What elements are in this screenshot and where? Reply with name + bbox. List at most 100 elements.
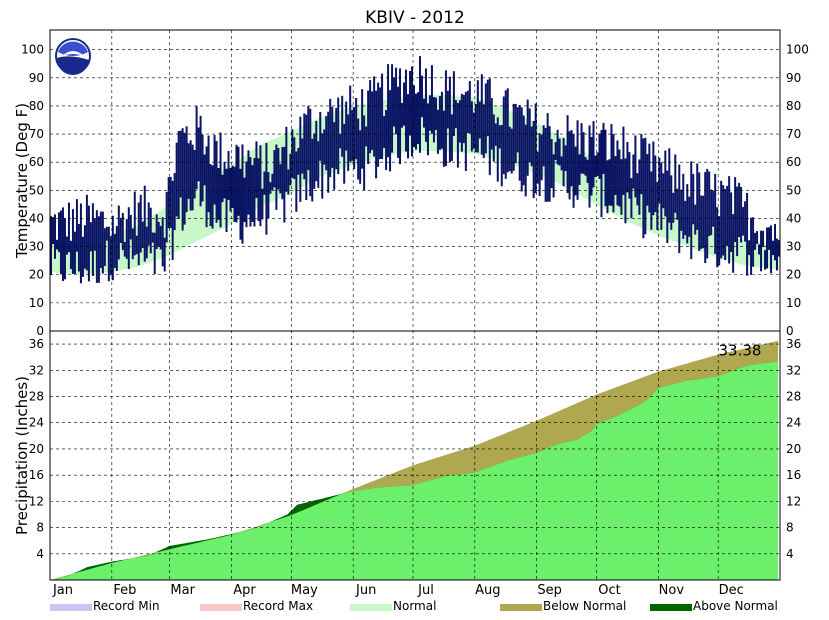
temperature-range-bar: [163, 237, 166, 272]
temperature-range-bar: [81, 236, 84, 277]
temperature-range-bar: [293, 137, 296, 180]
legend-label: Normal: [393, 599, 436, 613]
temperature-range-bar: [588, 125, 591, 208]
temp-tick-label-left: 90: [29, 71, 44, 85]
temperature-range-bar: [99, 211, 102, 268]
temperature-range-bar: [418, 56, 421, 153]
temperature-range-bar: [85, 194, 88, 271]
temperature-range-bar: [618, 149, 621, 207]
temperature-range-bar: [722, 185, 725, 256]
temperature-range-bar: [69, 240, 72, 270]
temperature-range-bar: [692, 174, 695, 225]
precip-tick-label-left: 16: [29, 468, 44, 482]
temperature-range-bar: [698, 172, 701, 251]
temperature-range-bar: [436, 109, 439, 154]
temperature-range-bar: [167, 177, 170, 229]
temperature-range-bar: [381, 73, 384, 159]
temperature-range-bar: [734, 177, 737, 243]
month-label: Jul: [417, 583, 434, 598]
temperature-range-bar: [652, 141, 655, 216]
chart-title: KBIV - 2012: [365, 8, 465, 28]
temperature-range-bar: [61, 207, 64, 281]
temperature-range-bar: [594, 155, 597, 178]
temperature-range-bar: [281, 147, 284, 200]
temperature-range-bar: [464, 91, 467, 171]
temperature-range-bar: [674, 154, 677, 213]
precip-tick-label-right: 32: [786, 363, 801, 377]
temperature-range-bar: [600, 130, 603, 218]
temperature-range-bar: [432, 97, 435, 143]
temperature-range-bar: [349, 85, 352, 162]
temperature-range-bar: [760, 230, 763, 272]
temperature-range-bar: [670, 175, 673, 230]
logo-bird: [62, 51, 84, 56]
precip-tick-label-right: 4: [786, 547, 794, 561]
temperature-range-bar: [554, 142, 557, 161]
temperature-range-bar: [251, 165, 254, 222]
temperature-range-bar: [590, 136, 593, 196]
temperature-range-bar: [223, 161, 226, 199]
temperature-range-bar: [387, 64, 390, 158]
precip-tick-label-right: 20: [786, 442, 801, 456]
temperature-range-bar: [133, 191, 136, 256]
temperature-range-bar: [329, 98, 332, 178]
temperature-range-bar: [540, 134, 543, 181]
temperature-range-bar: [434, 97, 437, 131]
temperature-range-bar: [299, 116, 302, 202]
temperature-range-bar: [77, 224, 80, 272]
temperature-range-bar: [770, 225, 773, 274]
temperature-range-bar: [201, 134, 204, 202]
month-label: Apr: [233, 583, 256, 598]
temperature-range-bar: [630, 178, 633, 219]
temperature-range-bar: [339, 134, 342, 149]
temperature-range-bar: [610, 124, 613, 206]
temperature-range-bar: [514, 103, 517, 164]
temperature-range-bar: [716, 207, 719, 268]
temperature-range-bar: [153, 232, 156, 274]
temperature-range-bar: [746, 193, 749, 276]
temperature-range-bar: [217, 168, 220, 220]
temperature-range-bar: [369, 80, 372, 154]
temp-tick-label-right: 90: [786, 71, 801, 85]
temperature-range-bar: [289, 153, 292, 186]
temperature-range-bar: [309, 108, 312, 197]
temperature-range-bar: [235, 144, 238, 223]
temperature-range-bar: [664, 150, 667, 217]
temperature-range-bar: [401, 103, 404, 128]
temperature-range-bar: [576, 120, 579, 200]
temperature-range-bar: [710, 189, 713, 236]
temperature-range-bar: [327, 111, 330, 193]
temperature-range-bar: [724, 189, 727, 260]
temperature-range-bar: [486, 79, 489, 137]
temperature-range-bar: [229, 167, 232, 212]
temperature-range-bar: [221, 174, 224, 203]
temperature-range-bar: [512, 103, 515, 171]
temperature-range-bar: [764, 250, 767, 270]
temperature-range-bar: [728, 176, 731, 264]
temperature-range-bar: [448, 76, 451, 163]
temperature-range-bar: [103, 228, 106, 267]
legend-swatch: [650, 604, 692, 611]
temperature-range-bar: [416, 92, 419, 144]
temperature-range-bar: [323, 129, 326, 165]
daily-temperature-ranges: [50, 56, 781, 284]
temperature-range-bar: [411, 66, 414, 157]
temperature-range-bar: [542, 125, 545, 167]
temperature-range-bar: [157, 221, 160, 247]
temperature-range-bar: [758, 244, 761, 255]
temperature-range-bar: [151, 232, 154, 243]
temp-tick-label-right: 40: [786, 211, 801, 225]
temperature-range-bar: [704, 172, 707, 263]
temperature-range-bar: [241, 144, 244, 244]
temperature-range-bar: [712, 190, 715, 227]
temperature-range-bar: [389, 90, 392, 172]
temperature-range-bar: [700, 195, 703, 249]
temp-tick-label-right: 70: [786, 127, 801, 141]
temperature-range-bar: [57, 212, 60, 253]
temperature-range-bar: [478, 101, 481, 139]
temperature-range-bar: [732, 214, 735, 273]
temperature-range-bar: [249, 157, 252, 227]
precip-total-label: 33.38: [719, 341, 762, 359]
precip-tick-label-left: 36: [29, 337, 44, 351]
temperature-range-bar: [111, 215, 114, 281]
